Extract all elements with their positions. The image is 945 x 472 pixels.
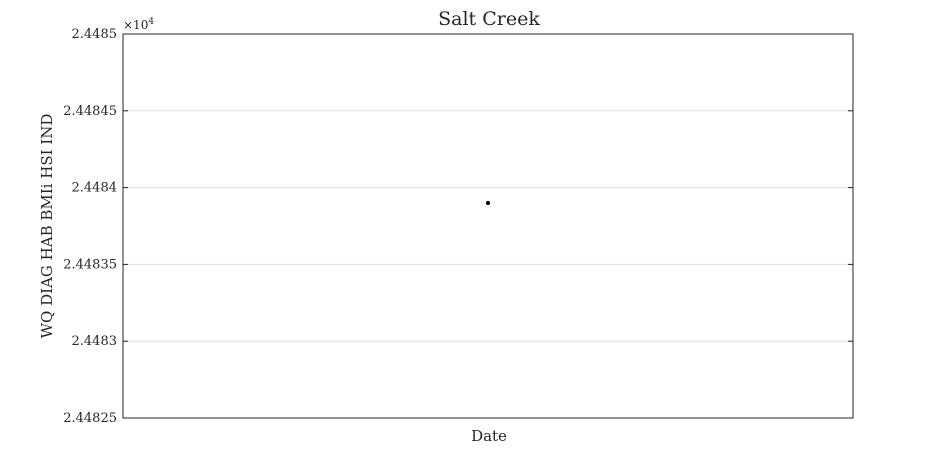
data-point — [486, 200, 490, 205]
plot-area-border — [122, 33, 854, 419]
y-axis-multiplier: ×104 — [123, 17, 154, 32]
y-tick-label: 2.44835 — [63, 257, 117, 272]
y-tick-label: 2.44845 — [63, 104, 117, 119]
y-axis-ticks — [123, 33, 853, 419]
x-axis-label: Date — [471, 427, 507, 445]
y-axis-multiplier-base: ×10 — [123, 18, 148, 32]
y-tick-label: 2.4485 — [72, 27, 118, 42]
chart-title: Salt Creek — [438, 8, 540, 30]
grid-lines — [123, 110, 853, 342]
data-points — [486, 200, 490, 205]
y-axis-multiplier-exponent: 4 — [148, 17, 154, 27]
y-tick-label: 2.4484 — [72, 181, 118, 196]
y-tick-label: 2.44825 — [63, 411, 117, 426]
y-axis-label: WQ DIAG HAB BMIi HSI IND — [38, 114, 56, 339]
y-tick-label: 2.4483 — [72, 334, 118, 349]
